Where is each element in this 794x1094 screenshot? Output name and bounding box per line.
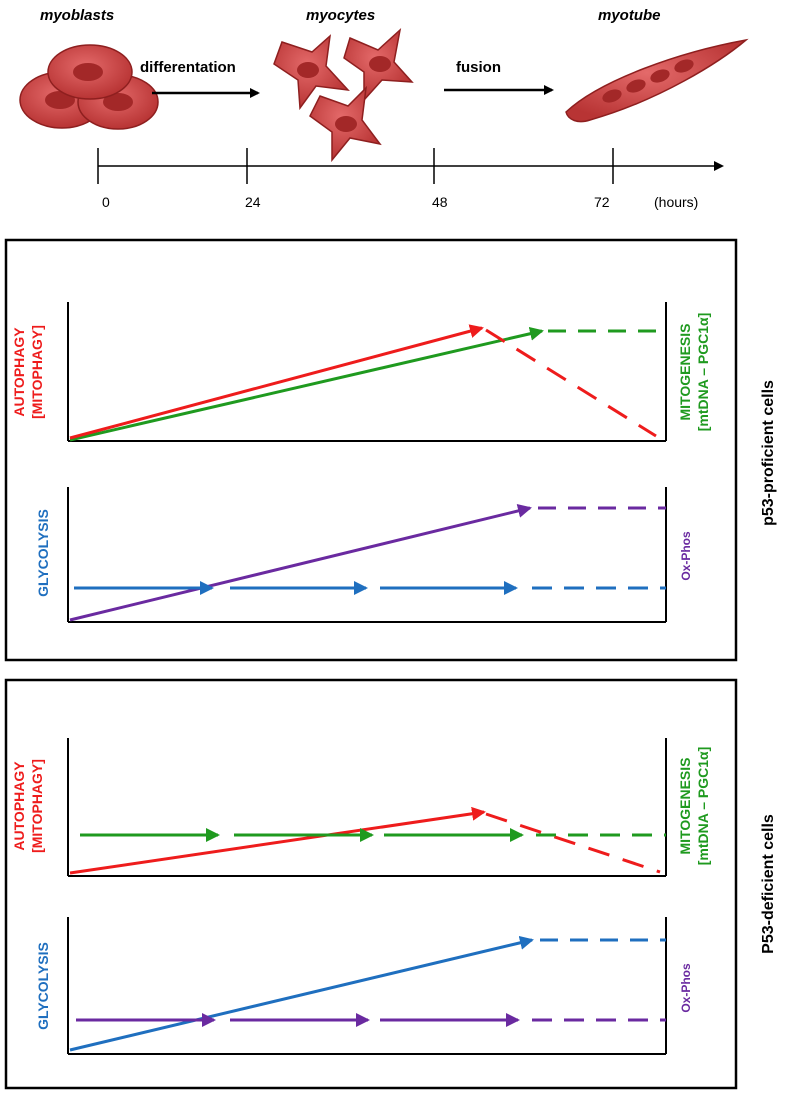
deficient-autophagy-decline bbox=[485, 812, 661, 874]
timeline-label-0: 0 bbox=[102, 194, 110, 210]
deficient-autophagy-plot bbox=[67, 738, 667, 877]
proficient-autophagy-rise bbox=[69, 324, 484, 440]
deficient-mitophagy-label: [MITOPHAGY] bbox=[29, 759, 45, 853]
deficient-glycolysis-plot bbox=[67, 917, 667, 1055]
myocyte-cells-illustration bbox=[273, 27, 414, 163]
deficient-mitogenesis-label: MITOGENESIS bbox=[677, 758, 693, 855]
proficient-pgc1a-label: [mtDNA – PGC1α] bbox=[695, 313, 711, 432]
proficient-glycolysis-plot bbox=[67, 487, 667, 623]
timeline-label-72: 72 bbox=[594, 194, 610, 210]
fusion-label: fusion bbox=[456, 59, 501, 76]
deficient-panel-title: P53-deficient cells bbox=[760, 814, 777, 954]
proficient-oxphos-label: Ox-Phos bbox=[679, 531, 693, 581]
deficient-pgc1a-label: [mtDNA – PGC1α] bbox=[695, 747, 711, 866]
deficient-oxphos-label: Ox-Phos bbox=[679, 963, 693, 1013]
stage-myoblasts-label: myoblasts bbox=[40, 7, 114, 24]
proficient-panel-title: p53-proficient cells bbox=[760, 380, 777, 526]
proficient-oxphos-rise bbox=[69, 504, 532, 622]
proficient-mitogenesis-rise bbox=[69, 326, 544, 442]
deficient-glycolysis-rise bbox=[69, 935, 534, 1052]
proficient-autophagy-label: AUTOPHAGY bbox=[11, 327, 27, 417]
proficient-panel-frame bbox=[4, 238, 738, 662]
timeline: 0 24 48 72 (hours) bbox=[97, 148, 724, 210]
deficient-glycolysis-label: GLYCOLYSIS bbox=[35, 942, 51, 1030]
proficient-mitophagy-label: [MITOPHAGY] bbox=[29, 325, 45, 419]
stage-myotube-label: myotube bbox=[598, 7, 661, 24]
proficient-glycolysis-label: GLYCOLYSIS bbox=[35, 509, 51, 597]
deficient-autophagy-label: AUTOPHAGY bbox=[11, 761, 27, 851]
myotube-illustration bbox=[565, 38, 749, 123]
differentiation-label: differentation bbox=[140, 59, 236, 76]
timeline-unit: (hours) bbox=[654, 194, 698, 210]
proficient-mitogenesis-label: MITOGENESIS bbox=[677, 324, 693, 421]
proficient-autophagy-plot bbox=[67, 302, 667, 442]
deficient-autophagy-rise bbox=[69, 806, 486, 875]
stage-myocytes-label: myocytes bbox=[306, 7, 375, 24]
myoblast-cells-illustration bbox=[19, 44, 159, 130]
timeline-label-48: 48 bbox=[432, 194, 448, 210]
timeline-label-24: 24 bbox=[245, 194, 261, 210]
proficient-autophagy-decline bbox=[485, 328, 657, 438]
deficient-panel-frame bbox=[4, 678, 738, 1090]
